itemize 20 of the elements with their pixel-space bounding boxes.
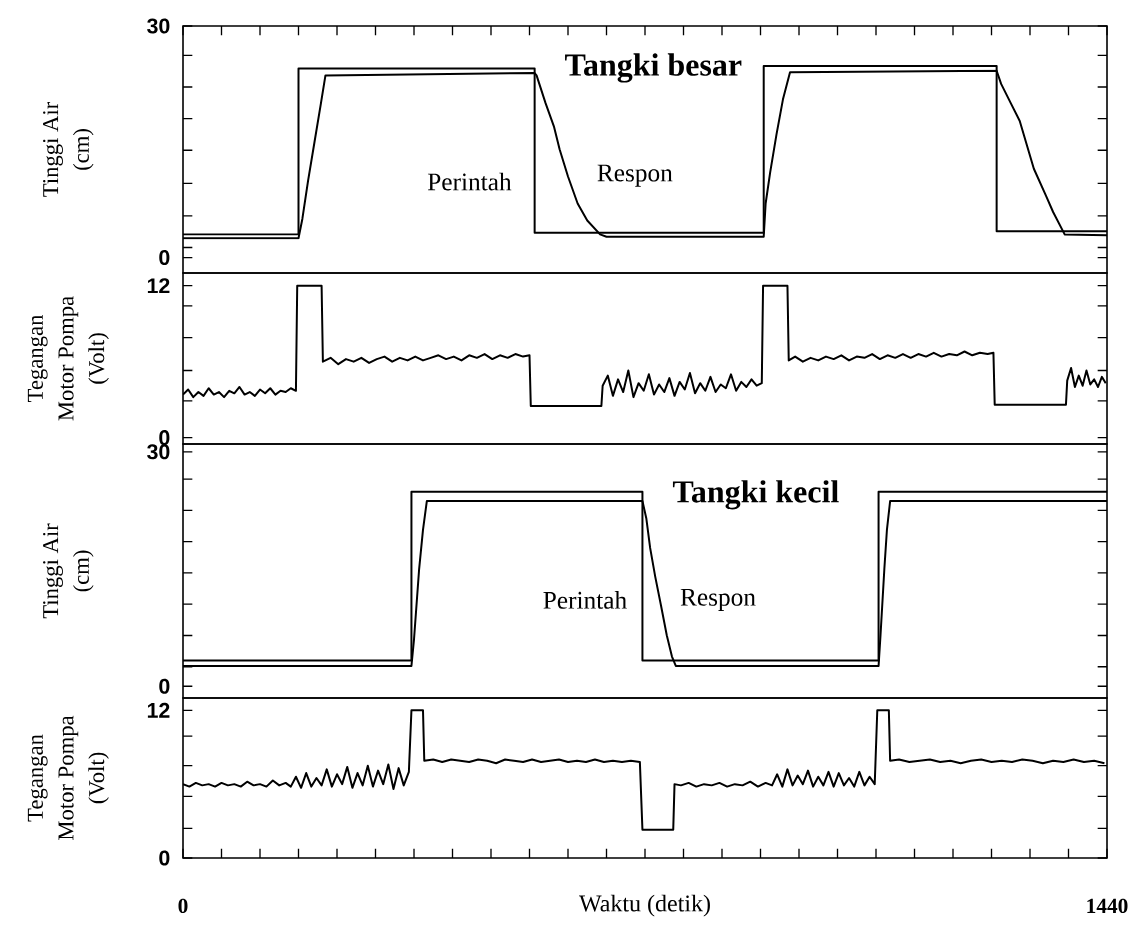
y-tick-label: 30: [147, 444, 170, 460]
y-axis-title: Tinggi Air (cm): [43, 101, 94, 197]
y-tick-label: 12: [147, 702, 170, 718]
y-tick-label: 12: [147, 278, 170, 294]
series-label: Perintah: [543, 591, 627, 609]
y-axis-title: Tegangan Motor Pompa (Volt): [27, 296, 109, 421]
y-tick-label: 0: [159, 430, 170, 446]
x-axis-title: Waktu (detik): [579, 894, 710, 917]
series-label: Respon: [597, 164, 673, 187]
text: Tangki besar: [565, 53, 742, 83]
y-tick-label: 0: [159, 850, 170, 866]
y-axis-title: Tegangan Motor Pompa (Volt): [27, 715, 109, 840]
series-label: Perintah: [427, 172, 512, 191]
series-label: Respon: [680, 588, 756, 611]
y-axis-title: Tinggi Air (cm): [43, 523, 94, 619]
x-tick-label: 1440: [1087, 898, 1128, 914]
y-tick-label: 30: [147, 18, 170, 34]
y-tick-label: 0: [159, 678, 170, 694]
text: Tangki kecil: [672, 480, 839, 510]
y-tick-label: 0: [159, 250, 170, 266]
